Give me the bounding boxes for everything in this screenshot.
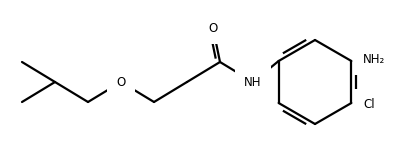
Text: NH₂: NH₂ bbox=[362, 53, 385, 65]
Text: O: O bbox=[208, 21, 217, 35]
Text: Cl: Cl bbox=[362, 99, 374, 111]
Text: O: O bbox=[116, 76, 125, 88]
Text: NH: NH bbox=[244, 76, 261, 88]
